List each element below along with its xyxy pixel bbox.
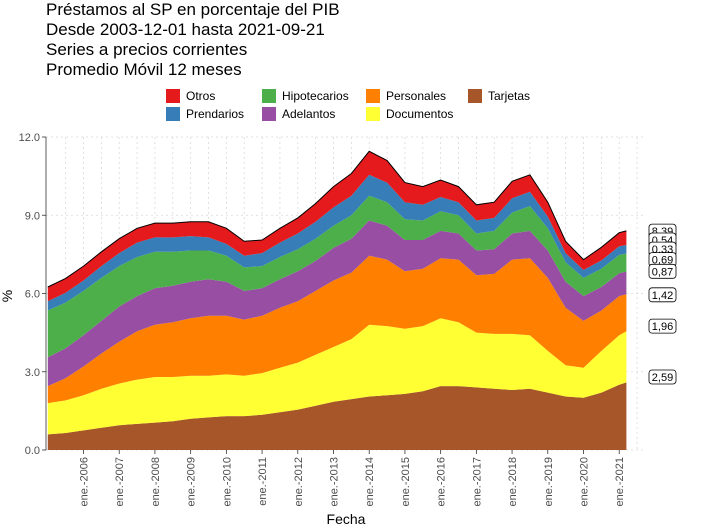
y-tick-label: 3.0 <box>25 367 40 379</box>
legend-label-documentos: Documentos <box>386 107 453 121</box>
x-tick-label: ene.-2010 <box>221 457 233 507</box>
x-tick-label: ene.-2018 <box>507 457 519 507</box>
x-tick-label: ene.-2007 <box>114 457 126 507</box>
title-line-3: Series a precios corrientes <box>46 40 247 59</box>
legend-swatch-adelantos <box>262 107 276 121</box>
area-prendarios <box>47 174 627 311</box>
x-tick-label: ene.-2021 <box>614 457 626 507</box>
area-adelantos <box>47 220 627 387</box>
end-label: 0,87 <box>652 266 673 278</box>
axes: 0.0 3.0 6.0 9.0 12.0 ene.-2006 ene.-2007 ene.-2… <box>19 132 627 507</box>
legend-label-tarjetas: Tarjetas <box>488 89 530 103</box>
area-hipotecarios <box>47 195 627 358</box>
legend-label-adelantos: Adelantos <box>282 107 335 121</box>
end-labels: 8,390,540,330,690,871,421,962,59 <box>648 223 677 385</box>
chart-title: Préstamos al SP en porcentaje del PIB De… <box>46 0 340 79</box>
x-axis-title: Fecha <box>327 511 366 527</box>
area-otros <box>47 151 627 302</box>
y-tick-label: 6.0 <box>25 289 40 301</box>
y-tick-label: 0.0 <box>25 445 40 457</box>
end-label: 2,59 <box>652 372 673 384</box>
title-line-1: Préstamos al SP en porcentaje del PIB <box>46 0 340 19</box>
title-line-4: Promedio Móvil 12 meses <box>46 60 242 79</box>
end-label-box <box>648 318 677 334</box>
x-tick-label: ene.-2012 <box>293 457 305 507</box>
total-outline <box>47 150 627 288</box>
end-label-box <box>648 287 677 303</box>
x-tick-label: ene.-2006 <box>79 457 91 507</box>
end-label: 1,42 <box>652 290 673 302</box>
legend-swatch-prendarios <box>166 107 180 121</box>
legend-swatch-documentos <box>366 107 380 121</box>
area-documentos <box>47 318 627 435</box>
x-tick-label: ene.-2020 <box>579 457 591 507</box>
end-label-box <box>648 263 677 279</box>
legend-label-personales: Personales <box>386 89 446 103</box>
x-tick-label: ene.-2019 <box>543 457 555 507</box>
x-tick-label: ene.-2008 <box>150 457 162 507</box>
legend-swatch-otros <box>166 89 180 103</box>
y-axis-title: % <box>0 290 15 302</box>
area-personales <box>47 255 627 404</box>
end-label: 0,69 <box>652 255 673 267</box>
x-tick-label: ene.-2014 <box>364 457 376 507</box>
x-tick-label: ene.-2013 <box>329 457 341 507</box>
x-tick-label: ene.-2009 <box>186 457 198 507</box>
end-label-box <box>648 369 677 385</box>
end-label: 1,96 <box>652 321 673 333</box>
legend: Otros Prendarios Hipotecarios Adelantos Pers… <box>166 89 530 121</box>
legend-label-hipotecarios: Hipotecarios <box>282 89 349 103</box>
x-tick-label: ene.-2015 <box>400 457 412 507</box>
legend-swatch-tarjetas <box>468 89 482 103</box>
legend-swatch-personales <box>366 89 380 103</box>
area-tarjetas <box>47 382 627 450</box>
legend-label-otros: Otros <box>186 89 215 103</box>
legend-label-prendarios: Prendarios <box>186 107 244 121</box>
x-tick-label: ene.-2016 <box>436 457 448 507</box>
title-line-2: Desde 2003-12-01 hasta 2021-09-21 <box>46 20 325 39</box>
stacked-areas <box>47 150 627 450</box>
y-tick-label: 12.0 <box>19 132 40 144</box>
y-tick-label: 9.0 <box>25 210 40 222</box>
x-tick-label: ene.-2011 <box>257 457 269 506</box>
legend-swatch-hipotecarios <box>262 89 276 103</box>
end-label: 0,33 <box>652 244 673 256</box>
x-tick-label: ene.-2017 <box>471 457 483 507</box>
